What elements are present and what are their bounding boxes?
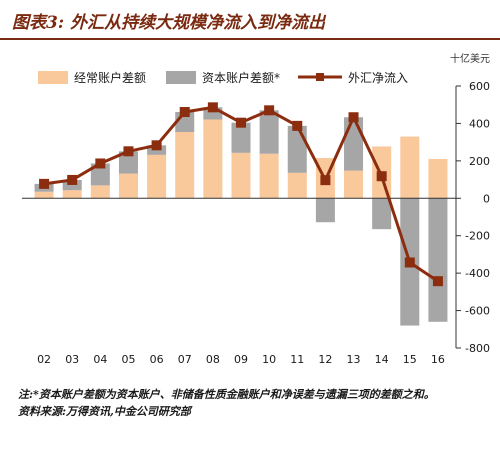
line-layer [39, 102, 443, 287]
net-inflow-point-12 [320, 175, 331, 186]
y-tick-label: -200 [465, 230, 490, 243]
chart: 经常账户差额 资本账户差额* 外汇净流入 十亿美元 600 400 200 0 -200… [22, 52, 490, 366]
current-account-bar-05 [118, 173, 138, 199]
footer: 注:*资本账户差额为资本账户、非储备性质金融账户和净误差与遗漏三项的差额之和。 … [18, 386, 492, 420]
net-inflow-point-14 [376, 171, 387, 182]
net-inflow-point-10 [264, 105, 275, 116]
net-inflow-point-15 [404, 257, 415, 268]
net-inflow-point-02 [39, 178, 50, 189]
current-account-bar-03 [62, 190, 82, 199]
chart-title: 图表3: 外汇从持续大规模净流入到净流出 [12, 8, 325, 33]
x-tick-label-12: 12 [318, 353, 332, 366]
capital-account-bar-12 [315, 198, 335, 223]
legend-swatch-marker [316, 73, 324, 81]
current-account-bar-16 [428, 158, 448, 199]
net-inflow-point-13 [348, 112, 359, 123]
source-note: 资料来源:万得资讯,中金公司研究部 [18, 405, 191, 418]
capital-account-bar-04 [90, 163, 110, 186]
x-tick-label-05: 05 [121, 353, 135, 366]
net-inflow-point-06 [151, 140, 162, 151]
current-account-bar-04 [90, 185, 110, 199]
y-tick-label: 0 [483, 192, 490, 205]
current-account-bar-08 [203, 119, 223, 199]
capital-account-bar-13 [344, 117, 364, 171]
x-tick-label-10: 10 [262, 353, 276, 366]
capital-account-bar-11 [287, 125, 307, 173]
current-account-bar-11 [287, 172, 307, 199]
capital-account-bar-16 [428, 198, 448, 322]
x-tick-label-16: 16 [431, 353, 445, 366]
legend-label-current-account: 经常账户差额 [74, 70, 146, 85]
capital-account-bar-09 [231, 122, 251, 153]
net-inflow-point-07 [179, 107, 190, 118]
current-account-bar-15 [400, 136, 420, 199]
x-tick-label-03: 03 [65, 353, 79, 366]
net-inflow-point-03 [67, 174, 78, 185]
net-inflow-point-16 [432, 276, 443, 287]
figure-title: 外汇从持续大规模净流入到净流出 [70, 13, 326, 33]
current-account-bar-07 [175, 132, 195, 199]
figure-label: 图表3: [12, 13, 65, 33]
net-inflow-point-08 [207, 102, 218, 113]
x-tick-label-15: 15 [403, 353, 417, 366]
legend-label-capital-account: 资本账户差额* [202, 70, 280, 85]
y-tick-label: -600 [465, 305, 490, 318]
legend-swatch-current-account [38, 71, 68, 84]
x-tick-label-11: 11 [290, 353, 304, 366]
current-account-bar-13 [344, 170, 364, 199]
legend-label-net-inflow: 外汇净流入 [348, 71, 408, 85]
y-tick-label: -400 [465, 267, 490, 280]
x-tick-label-09: 09 [234, 353, 248, 366]
capital-account-bar-05 [118, 151, 138, 174]
net-inflow-point-05 [123, 146, 134, 157]
x-tick-label-14: 14 [375, 353, 389, 366]
axes-layer [22, 85, 461, 349]
legend-swatch-capital-account [166, 71, 196, 84]
current-account-bar-10 [259, 153, 279, 199]
tick-labels: 600 400 200 0 -200 -400 -600 -800 02 03 04 05 06 07 08… [37, 80, 490, 366]
y-tick-label: 400 [469, 117, 490, 130]
x-tick-label-04: 04 [93, 353, 107, 366]
y-axis-unit: 十亿美元 [450, 52, 490, 65]
x-tick-label-08: 08 [206, 353, 220, 366]
x-tick-label-02: 02 [37, 353, 51, 366]
bars-layer [34, 107, 448, 326]
y-tick-label: -800 [465, 342, 490, 355]
current-account-bar-02 [34, 191, 54, 199]
x-tick-label-07: 07 [178, 353, 192, 366]
x-tick-label-06: 06 [150, 353, 164, 366]
capital-account-bar-10 [259, 110, 279, 154]
legend: 经常账户差额 资本账户差额* 外汇净流入 [38, 70, 408, 85]
capital-account-bar-03 [62, 179, 82, 191]
current-account-bar-06 [147, 154, 167, 199]
title-bar: 图表3: 外汇从持续大规模净流入到净流出 [0, 0, 500, 40]
y-tick-label: 600 [469, 80, 490, 93]
y-tick-label: 200 [469, 155, 490, 168]
net-inflow-point-11 [292, 120, 303, 131]
x-tick-label-13: 13 [347, 353, 361, 366]
current-account-bar-09 [231, 152, 251, 199]
net-inflow-point-09 [236, 117, 246, 128]
footnote: 注:*资本账户差额为资本账户、非储备性质金融账户和净误差与遗漏三项的差额之和。 [18, 388, 435, 401]
capital-account-bar-14 [372, 198, 392, 230]
net-inflow-point-04 [95, 158, 106, 169]
